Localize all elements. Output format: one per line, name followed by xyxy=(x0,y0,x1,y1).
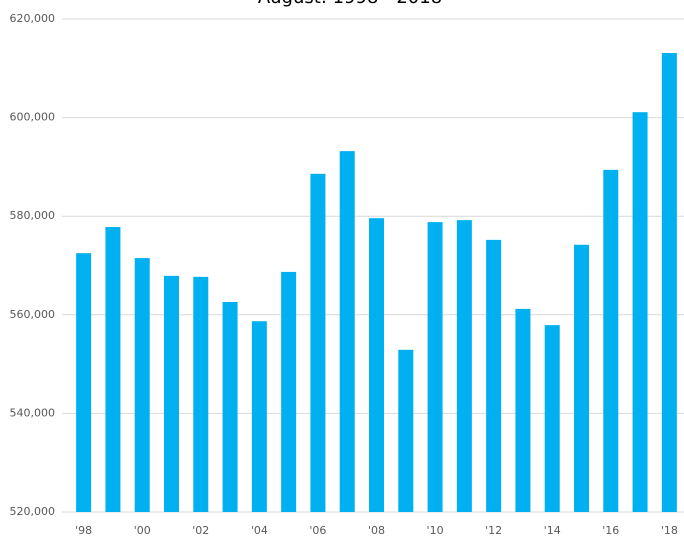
x-tick-label: '08 xyxy=(368,524,385,536)
x-tick-label: '02 xyxy=(192,524,209,536)
y-tick-label: 520,000 xyxy=(10,505,56,518)
x-tick-label: '04 xyxy=(251,524,268,536)
y-tick-label: 600,000 xyxy=(10,111,56,124)
bar xyxy=(281,271,297,512)
bar xyxy=(427,222,443,512)
bar xyxy=(456,220,472,513)
bar xyxy=(398,349,414,512)
bar xyxy=(369,218,384,512)
bar xyxy=(310,173,326,512)
bar xyxy=(661,53,677,512)
x-tick-label: '16 xyxy=(602,524,619,536)
x-tick-label: '10 xyxy=(427,524,444,536)
bar xyxy=(134,258,150,512)
y-tick-label: 540,000 xyxy=(10,406,56,419)
y-tick-label: 620,000 xyxy=(10,12,56,25)
bar xyxy=(515,308,531,512)
bar xyxy=(339,151,355,512)
x-tick-label: '14 xyxy=(544,524,561,536)
bar xyxy=(603,169,619,512)
bar xyxy=(544,325,560,512)
bar xyxy=(632,112,648,512)
bar xyxy=(164,275,179,512)
bar xyxy=(574,244,589,512)
bar xyxy=(105,227,121,512)
bar xyxy=(222,301,238,512)
y-tick-label: 560,000 xyxy=(10,308,56,321)
x-tick-label: '00 xyxy=(134,524,151,536)
bar xyxy=(76,253,92,513)
bar xyxy=(193,276,209,512)
x-tick-label: '18 xyxy=(661,524,678,536)
chart-title: August: 1998 - 2018 xyxy=(258,0,442,8)
x-tick-label: '06 xyxy=(309,524,326,536)
x-tick-label: '12 xyxy=(485,524,502,536)
y-tick-label: 580,000 xyxy=(10,209,56,222)
bar xyxy=(486,239,502,512)
x-tick-label: '98 xyxy=(75,524,92,536)
bar xyxy=(251,321,267,512)
